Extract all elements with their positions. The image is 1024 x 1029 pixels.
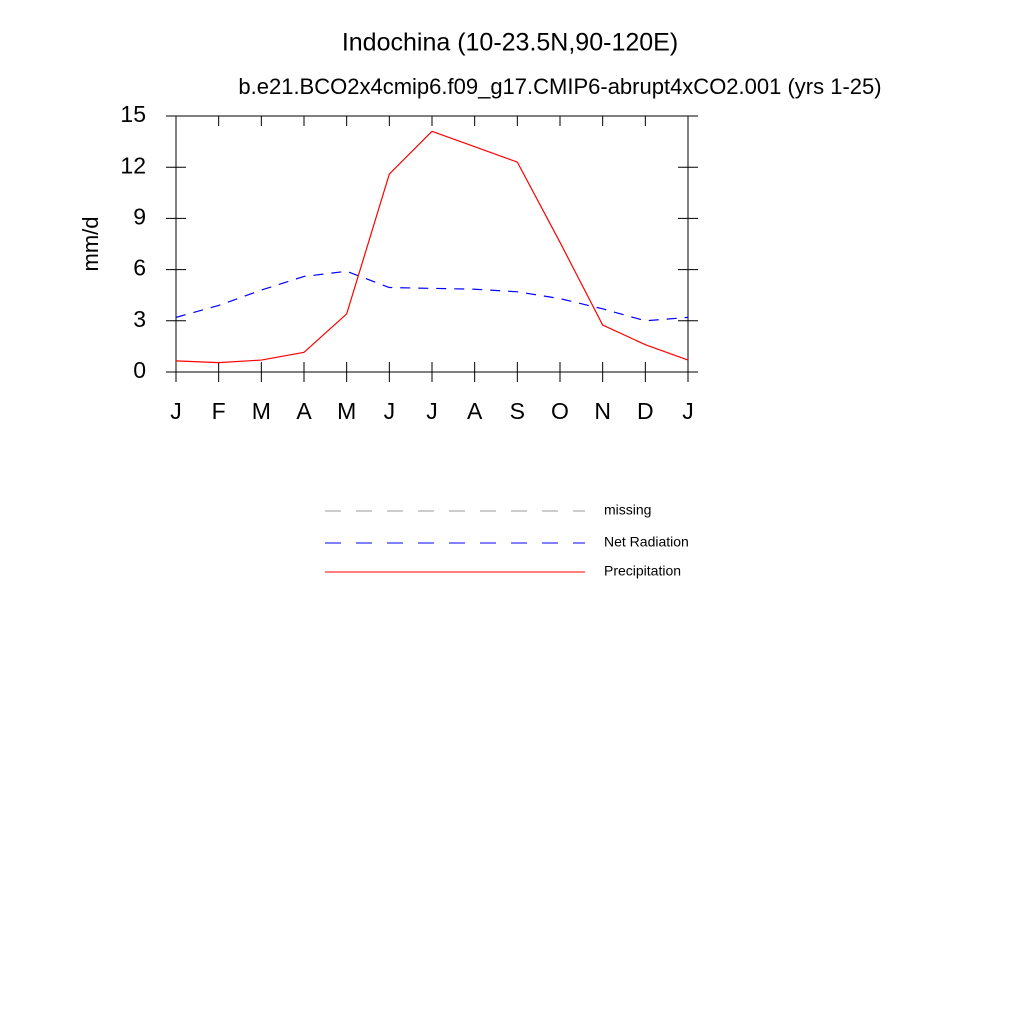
y-tick-label: 9: [133, 203, 146, 229]
x-tick-label: F: [212, 398, 226, 424]
legend-label: Precipitation: [604, 563, 681, 579]
y-tick-label: 6: [133, 255, 146, 281]
x-tick-label: A: [296, 398, 312, 424]
x-tick-label: J: [170, 398, 182, 424]
x-tick-label: S: [510, 398, 525, 424]
plot-frame: [175, 115, 689, 373]
chart-title: Indochina (10-23.5N,90-120E): [342, 29, 678, 57]
chart-subtitle: b.e21.BCO2x4cmip6.f09_g17.CMIP6-abrupt4x…: [238, 74, 881, 99]
x-tick-label: D: [637, 398, 654, 424]
x-tick-label: M: [337, 398, 356, 424]
x-tick-label: M: [252, 398, 271, 424]
legend-label: Net Radiation: [604, 534, 689, 550]
x-tick-label: J: [682, 398, 694, 424]
y-tick-label: 3: [133, 306, 146, 332]
x-tick-label: J: [426, 398, 438, 424]
y-tick-label: 15: [120, 101, 146, 127]
y-tick-label: 0: [133, 357, 146, 383]
x-tick-label: A: [467, 398, 483, 424]
y-axis-label: mm/d: [78, 217, 103, 272]
series-line: [175, 270, 689, 322]
legend-label: missing: [604, 502, 651, 518]
x-tick-label: J: [384, 398, 396, 424]
y-tick-label: 12: [120, 152, 146, 178]
x-tick-label: O: [551, 398, 569, 424]
series-line: [175, 130, 689, 364]
x-tick-label: N: [594, 398, 611, 424]
